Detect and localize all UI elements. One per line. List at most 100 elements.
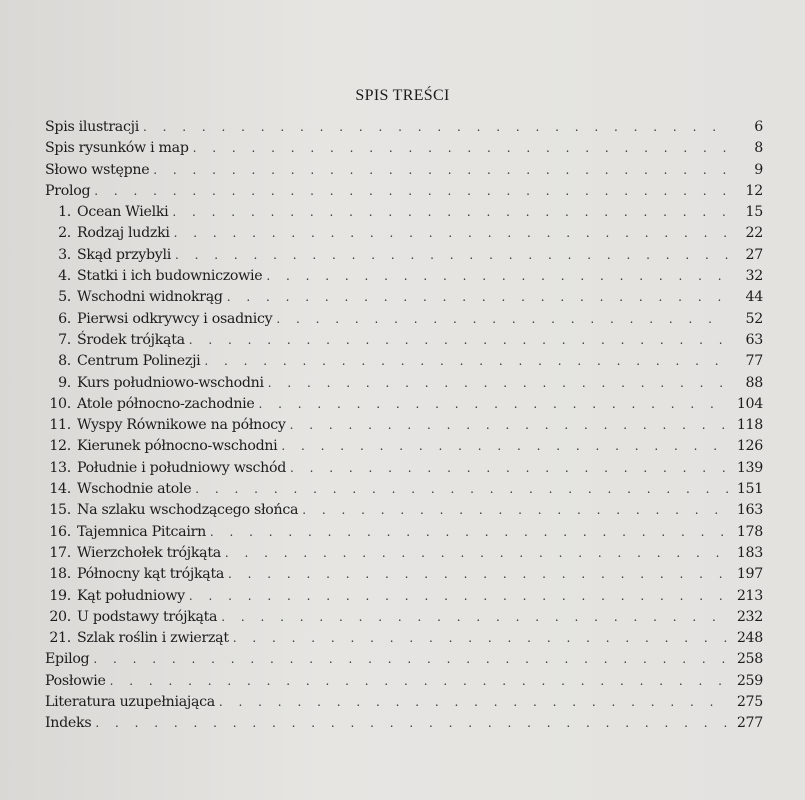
- toc-entry: 13. Południe i południowy wschód 139: [45, 458, 763, 479]
- toc-entry: 21. Szlak roślin i zwierząt 248: [45, 628, 763, 649]
- entry-title: Kąt południowy: [77, 587, 185, 604]
- page-number: 88: [745, 374, 764, 391]
- page-number: 163: [736, 502, 763, 519]
- toc-entry: Posłowie 259: [45, 671, 763, 692]
- page-number: 12: [745, 182, 764, 199]
- page-number: 8: [754, 140, 763, 157]
- entry-title: Szlak roślin i zwierząt: [77, 630, 229, 647]
- toc-entry: 17. Wierzchołek trójkąta 183: [45, 543, 763, 564]
- table-of-contents: Spis ilustracji 6 Spis rysunków i map 8 Słow…: [45, 117, 763, 735]
- chapter-number: 20.: [49, 608, 71, 625]
- page-number: 259: [736, 672, 763, 689]
- toc-entry: 3. Skąd przybyli 27: [45, 245, 763, 266]
- toc-entry: 7. Środek trójkąta 63: [45, 330, 763, 351]
- dot-leader: [172, 202, 729, 223]
- entry-title: Ocean Wielki: [77, 204, 169, 221]
- dot-leader: [227, 287, 729, 308]
- toc-entry: 14. Wschodnie atole 151: [45, 479, 763, 500]
- chapter-number: 2.: [58, 225, 71, 242]
- toc-entry: 10. Atole północno-zachodnie 104: [45, 394, 763, 415]
- chapter-number: 17.: [49, 544, 71, 561]
- page-number: 44: [745, 289, 764, 306]
- chapter-number: 9.: [58, 374, 71, 391]
- page-number: 277: [736, 715, 763, 732]
- dot-leader: [189, 586, 729, 607]
- chapter-number: 13.: [49, 459, 71, 476]
- entry-title: Indeks: [45, 715, 92, 732]
- toc-entry: Słowo wstępne 9: [45, 160, 763, 181]
- entry-title: Prolog: [45, 182, 91, 199]
- chapter-number: 1.: [58, 204, 71, 221]
- page-title: SPIS TREŚCI: [355, 87, 450, 104]
- entry-title: Kierunek północno-wschodni: [77, 438, 278, 455]
- chapter-number: 21.: [49, 630, 71, 647]
- dot-leader: [266, 266, 729, 287]
- toc-entry: Indeks 277: [45, 713, 763, 734]
- chapter-number: 4.: [58, 268, 71, 285]
- dot-leader: [221, 607, 729, 628]
- chapter-number: 6.: [58, 310, 71, 327]
- chapter-number: 3.: [58, 246, 71, 263]
- entry-title: Statki i ich budowniczowie: [77, 268, 263, 285]
- dot-leader: [110, 671, 729, 692]
- page-number: 197: [736, 566, 763, 583]
- dot-leader: [302, 500, 729, 521]
- page-number: 63: [745, 331, 764, 348]
- dot-leader: [189, 330, 729, 351]
- dot-leader: [195, 479, 729, 500]
- entry-title: Wierzchołek trójkąta: [77, 544, 221, 561]
- dot-leader: [210, 522, 729, 543]
- entry-title: Pierwsi odkrywcy i osadnicy: [77, 310, 273, 327]
- page-number: 104: [736, 395, 763, 412]
- entry-title: Spis rysunków i map: [45, 140, 189, 157]
- toc-entry: 8. Centrum Polinezji 77: [45, 351, 763, 372]
- entry-title: Południe i południowy wschód: [77, 459, 287, 476]
- entry-title: Słowo wstępne: [45, 161, 150, 178]
- chapter-number: 12.: [49, 438, 71, 455]
- page-number: 6: [754, 119, 763, 135]
- dot-leader: [175, 245, 729, 266]
- toc-entry: 4. Statki i ich budowniczowie 32: [45, 266, 763, 287]
- entry-title: Centrum Polinezji: [77, 353, 201, 370]
- dot-leader: [219, 692, 729, 713]
- dot-leader: [290, 415, 729, 436]
- page-number: 258: [736, 651, 763, 668]
- chapter-number: 11.: [49, 417, 71, 434]
- page-number: 232: [736, 608, 763, 625]
- chapter-number: 15.: [49, 502, 71, 519]
- dot-leader: [174, 223, 729, 244]
- entry-title: Na szlaku wschodzącego słońca: [77, 502, 299, 519]
- page-number: 77: [745, 353, 764, 370]
- toc-entry: 9. Kurs południowo-wschodni 88: [45, 373, 763, 394]
- dot-leader: [204, 351, 729, 372]
- page-number: 27: [745, 246, 764, 263]
- dot-leader: [268, 373, 729, 394]
- entry-title: Wschodni widnokrąg: [77, 289, 223, 306]
- chapter-number: 8.: [58, 353, 71, 370]
- toc-entry: 1. Ocean Wielki 15: [45, 202, 763, 223]
- toc-entry: 5. Wschodni widnokrąg 44: [45, 287, 763, 308]
- dot-leader: [143, 117, 729, 138]
- dot-leader: [94, 181, 729, 202]
- toc-entry: Epilog 258: [45, 649, 763, 670]
- entry-title: Skąd przybyli: [77, 246, 171, 263]
- page-number: 126: [736, 438, 763, 455]
- dot-leader: [153, 160, 729, 181]
- dot-leader: [95, 713, 729, 734]
- entry-title: Literatura uzupełniająca: [45, 694, 215, 711]
- page-number: 22: [745, 225, 764, 242]
- dot-leader: [225, 543, 729, 564]
- dot-leader: [290, 458, 729, 479]
- chapter-number: 5.: [58, 289, 71, 306]
- dot-leader: [259, 394, 729, 415]
- chapter-number: 7.: [58, 331, 71, 348]
- entry-title: Spis ilustracji: [45, 119, 139, 135]
- page-number: 248: [736, 630, 763, 647]
- toc-entry: 16. Tajemnica Pitcairn 178: [45, 522, 763, 543]
- entry-title: U podstawy trójkąta: [77, 608, 218, 625]
- entry-title: Rodzaj ludzki: [77, 225, 170, 242]
- toc-entry: Prolog 12: [45, 181, 763, 202]
- entry-title: Atole północno-zachodnie: [77, 395, 255, 412]
- entry-title: Epilog: [45, 651, 90, 668]
- chapter-number: 18.: [49, 566, 71, 583]
